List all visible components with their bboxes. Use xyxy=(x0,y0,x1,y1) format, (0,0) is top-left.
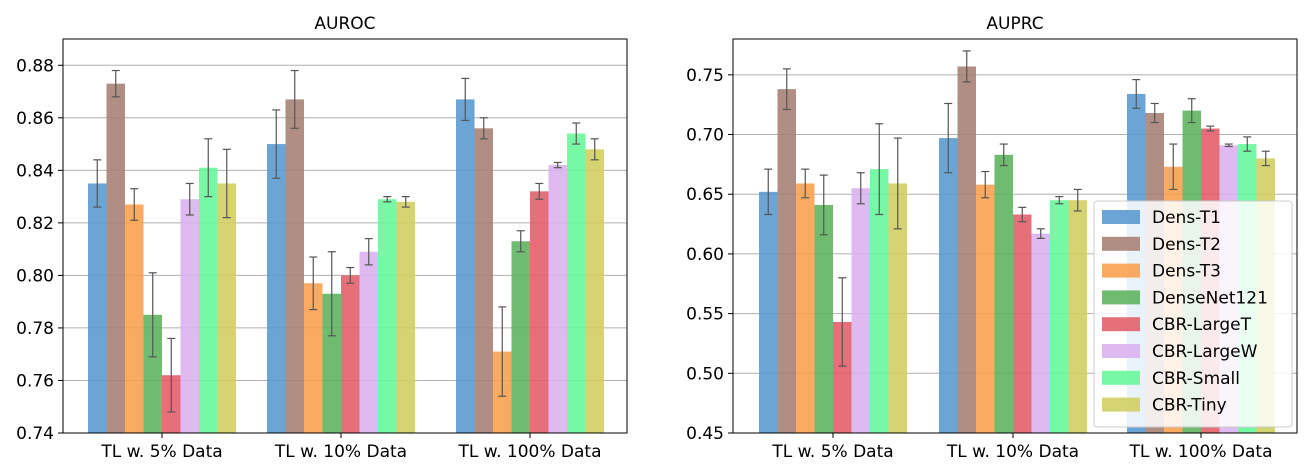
x-tick-label: TL w. 5% Data xyxy=(100,442,222,462)
bar-dens-t1-1 xyxy=(759,191,778,433)
chart-panel-1: 0.74 0.76 0.78 0.80 0.82 0.84 0.86 0.88 TL w. 5%… xyxy=(16,14,628,462)
y-tick-label: 0.70 xyxy=(686,126,724,146)
legend-swatch-densenet121 xyxy=(1102,290,1140,305)
chart-title: AUROC xyxy=(314,14,375,34)
bar-cbr-larget-2 xyxy=(1013,214,1032,433)
legend-swatch-cbr-largew xyxy=(1102,344,1140,358)
legend-label: CBR-Small xyxy=(1152,369,1240,389)
y-tick-label: 0.65 xyxy=(686,185,724,205)
legend-swatch-cbr-tiny xyxy=(1102,397,1140,412)
y-tick-label: 0.88 xyxy=(16,56,54,76)
bar-cbr-tiny-2 xyxy=(1068,200,1087,433)
bar-dens-t3-1 xyxy=(796,183,815,433)
bar-dens-t1-3 xyxy=(456,99,475,433)
legend-box xyxy=(1093,200,1293,428)
bar-cbr-small-1 xyxy=(870,169,889,433)
bar-dens-t3-2 xyxy=(976,184,995,433)
x-tick-label: TL w. 5% Data xyxy=(771,442,893,462)
legend-label: Dens-T1 xyxy=(1152,208,1221,228)
axes-frame xyxy=(62,38,628,434)
bar-dens-t2-3 xyxy=(474,128,493,433)
legend-swatch-dens-t3 xyxy=(1102,263,1140,278)
bar-cbr-small-3 xyxy=(567,133,586,433)
y-tick-label: 0.80 xyxy=(16,266,54,286)
legend-swatch-dens-t2 xyxy=(1102,236,1140,251)
bar-dens-t3-1 xyxy=(125,204,144,433)
bar-dens-t2-1 xyxy=(106,83,125,434)
bar-cbr-larget-3 xyxy=(530,191,549,433)
bar-dens-t3-2 xyxy=(304,283,323,433)
bar-cbr-larget-1 xyxy=(833,321,852,433)
bar-cbr-small-2 xyxy=(1050,200,1069,433)
bar-cbr-tiny-1 xyxy=(217,183,236,433)
bar-densenet121-3 xyxy=(511,241,530,433)
legend-label: Dens-T3 xyxy=(1152,262,1221,282)
y-tick-label: 0.45 xyxy=(686,424,724,444)
bar-cbr-larget-2 xyxy=(341,275,360,433)
x-tick-label: TL w. 10% Data xyxy=(946,442,1079,462)
bar-densenet121-2 xyxy=(322,293,341,433)
bar-dens-t1-2 xyxy=(267,144,286,434)
legend-label: Dens-T2 xyxy=(1152,235,1221,255)
y-tick-label: 0.86 xyxy=(16,109,54,129)
bar-cbr-small-2 xyxy=(378,199,397,433)
bar-dens-t2-1 xyxy=(777,89,796,434)
y-tick-label: 0.75 xyxy=(686,66,724,86)
bar-cbr-largew-1 xyxy=(180,199,199,433)
bar-densenet121-1 xyxy=(814,204,833,433)
bar-densenet121-2 xyxy=(994,154,1013,433)
y-tick-label: 0.60 xyxy=(686,245,724,265)
chart-title: AUPRC xyxy=(986,14,1043,34)
bar-cbr-largew-2 xyxy=(1031,233,1050,433)
bar-cbr-small-1 xyxy=(199,167,218,433)
y-tick-label: 0.78 xyxy=(16,319,54,339)
bar-dens-t1-1 xyxy=(88,183,107,433)
legend-label: DenseNet121 xyxy=(1152,288,1268,308)
bar-cbr-tiny-2 xyxy=(396,201,415,433)
bar-dens-t2-2 xyxy=(285,99,304,433)
x-tick-label: TL w. 100% Data xyxy=(457,442,601,462)
y-tick-label: 0.82 xyxy=(16,214,54,234)
chart-panel-2: 0.45 0.50 0.55 0.60 0.65 0.70 0.75 TL w. 5% Dat… xyxy=(686,14,1298,462)
bar-cbr-tiny-3 xyxy=(585,149,604,433)
y-tick-label: 0.84 xyxy=(16,161,54,181)
bar-dens-t2-2 xyxy=(957,66,976,434)
bar-cbr-tiny-1 xyxy=(888,183,907,433)
legend-label: CBR-LargeW xyxy=(1152,342,1258,362)
x-tick-label: TL w. 10% Data xyxy=(274,442,407,462)
bar-cbr-largew-3 xyxy=(548,165,567,433)
legend-swatch-cbr-small xyxy=(1102,370,1140,385)
legend-swatch-dens-t1 xyxy=(1102,210,1140,224)
legend: Dens-T1 Dens-T2 Dens-T3 DenseNet121 CBR-Larg… xyxy=(1093,200,1293,428)
y-tick-label: 0.76 xyxy=(16,371,54,391)
legend-label: CBR-Tiny xyxy=(1152,396,1227,416)
y-tick-label: 0.55 xyxy=(686,305,724,325)
axes-frame xyxy=(732,38,1298,434)
bar-cbr-largew-2 xyxy=(359,251,378,433)
x-tick-label: TL w. 100% Data xyxy=(1128,442,1272,462)
y-tick-label: 0.74 xyxy=(16,424,54,444)
bar-densenet121-1 xyxy=(143,314,162,433)
bar-dens-t1-2 xyxy=(939,138,958,433)
legend-label: CBR-LargeT xyxy=(1152,315,1252,335)
legend-swatch-cbr-larget xyxy=(1102,317,1140,332)
y-tick-label: 0.50 xyxy=(686,364,724,384)
bar-cbr-largew-1 xyxy=(851,188,870,433)
